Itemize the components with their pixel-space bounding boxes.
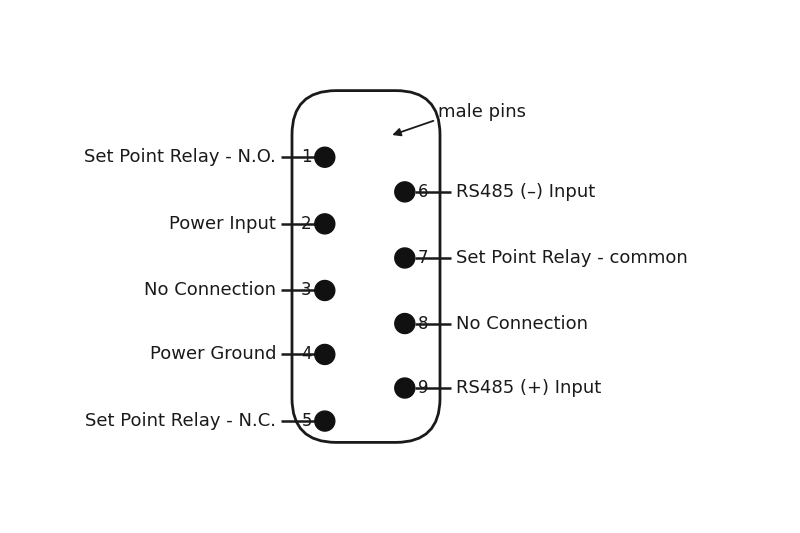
- Text: Set Point Relay - N.O.: Set Point Relay - N.O.: [84, 148, 276, 166]
- Text: Set Point Relay - N.C.: Set Point Relay - N.C.: [85, 412, 276, 430]
- Text: No Connection: No Connection: [144, 281, 276, 300]
- Circle shape: [315, 344, 335, 365]
- Text: 7: 7: [418, 249, 428, 267]
- Circle shape: [315, 280, 335, 301]
- Circle shape: [395, 182, 415, 202]
- Text: 2: 2: [301, 215, 312, 233]
- Text: 6: 6: [418, 183, 428, 201]
- Text: 9: 9: [418, 379, 428, 397]
- Text: 5: 5: [302, 412, 312, 430]
- Circle shape: [395, 378, 415, 398]
- Text: Power Ground: Power Ground: [150, 345, 276, 364]
- Circle shape: [315, 147, 335, 167]
- Text: No Connection: No Connection: [456, 314, 588, 333]
- Text: 1: 1: [301, 148, 312, 166]
- Text: RS485 (–) Input: RS485 (–) Input: [456, 183, 595, 201]
- FancyBboxPatch shape: [292, 91, 440, 442]
- Text: 3: 3: [301, 281, 312, 300]
- Text: Power Input: Power Input: [169, 215, 276, 233]
- Text: 4: 4: [302, 345, 312, 364]
- Circle shape: [395, 313, 415, 334]
- Text: male pins: male pins: [438, 103, 526, 121]
- Circle shape: [315, 411, 335, 431]
- Text: RS485 (+) Input: RS485 (+) Input: [456, 379, 602, 397]
- Text: Set Point Relay - common: Set Point Relay - common: [456, 249, 688, 267]
- Circle shape: [395, 248, 415, 268]
- Text: 8: 8: [418, 314, 428, 333]
- Circle shape: [315, 214, 335, 234]
